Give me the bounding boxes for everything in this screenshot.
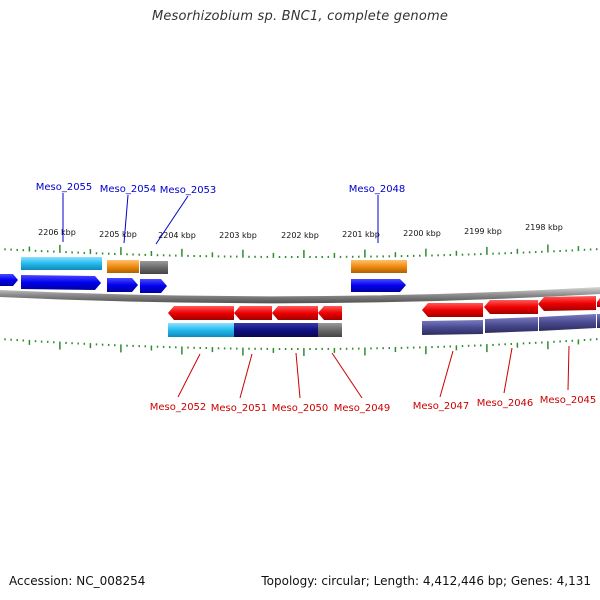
cog-block-meso-2053 [140,261,168,274]
cds-arrow-meso-2048 [351,279,406,292]
forward-cds-track [0,274,406,293]
leader-meso-2053 [155,195,189,245]
cog-block-meso-2046 [485,317,538,333]
cds-arrow-meso-2055 [21,275,101,290]
cds-arrow-meso-2049 [318,306,342,320]
cog-block-meso-2051 [234,323,272,337]
gene-label-meso-2045: Meso_2045 [540,395,597,406]
leader-meso-2049 [331,352,363,399]
leader-meso-2050 [295,352,301,399]
inner-tick-row [4,338,598,356]
cog-block-meso-2049 [318,323,342,337]
cog-block-right-edge [597,314,600,328]
leader-meso-2054 [123,194,129,244]
leader-meso-2047 [439,350,454,398]
cds-arrow-meso-2052 [168,306,234,320]
gene-label-meso-2053: Meso_2053 [160,185,217,196]
cog-block-meso-2054 [107,260,139,273]
gene-label-meso-2049: Meso_2049 [334,403,391,414]
scale-label-2204: 2204 kbp [158,231,196,240]
leader-meso-2045 [567,345,570,391]
cds-arrow-meso-2045 [538,296,596,311]
gene-label-meso-2046: Meso_2046 [477,398,534,409]
cds-arrow-meso-2047 [422,303,483,317]
reverse-cog-track [168,314,600,337]
scale-label-2203: 2203 kbp [219,231,257,240]
genome-backbone [0,287,600,304]
gene-label-meso-2048: Meso_2048 [349,184,406,195]
leader-meso-2051 [239,353,253,399]
genome-stats-label: Topology: circular; Length: 4,412,446 bp… [261,574,591,588]
cds-arrow-meso-2050 [272,306,318,320]
cds-arrow-meso-2051 [234,306,272,320]
forward-label-leaders [62,193,379,245]
gene-label-meso-2052: Meso_2052 [150,402,207,413]
cog-block-meso-2045 [539,314,596,331]
cog-block-meso-2052 [168,323,234,337]
scale-labels: 2206 kbp 2205 kbp 2204 kbp 2203 kbp 2202… [38,223,563,240]
leader-meso-2046 [503,347,513,394]
cds-arrow-meso-2053 [140,279,167,293]
gene-label-meso-2055: Meso_2055 [36,182,93,193]
reverse-gene-labels: Meso_2052 Meso_2051 Meso_2050 Meso_2049 … [150,395,597,414]
cds-arrow-right-edge [597,298,600,307]
cds-arrow-meso-2054 [107,278,138,292]
leader-meso-2052 [177,353,201,398]
reverse-cds-track [168,296,600,320]
scale-label-2202: 2202 kbp [281,231,319,240]
gene-label-meso-2051: Meso_2051 [211,403,268,414]
scale-label-2198: 2198 kbp [525,223,563,232]
scale-label-2201: 2201 kbp [342,230,380,239]
gene-label-meso-2050: Meso_2050 [272,403,329,414]
cds-arrow-left-edge [0,274,18,286]
forward-gene-labels: Meso_2055 Meso_2054 Meso_2053 Meso_2048 [36,182,406,196]
genome-title: Mesorhizobium sp. BNC1, complete genome [151,9,449,24]
scale-label-2206: 2206 kbp [38,228,76,237]
cds-arrow-meso-2046 [484,300,538,314]
cog-block-meso-2048 [351,260,407,273]
accession-label: Accession: NC_008254 [9,574,146,588]
forward-cog-track [21,257,407,274]
cog-block-meso-2055 [21,257,102,270]
gene-label-meso-2047: Meso_2047 [413,401,470,412]
reverse-label-leaders [177,345,570,399]
gene-label-meso-2054: Meso_2054 [100,184,157,195]
outer-tick-row [4,244,598,258]
scale-label-2205: 2205 kbp [99,230,137,239]
scale-label-2199: 2199 kbp [464,227,502,236]
scale-label-2200: 2200 kbp [403,229,441,238]
cog-block-meso-2047 [422,320,483,335]
cog-block-meso-2050 [272,323,318,337]
